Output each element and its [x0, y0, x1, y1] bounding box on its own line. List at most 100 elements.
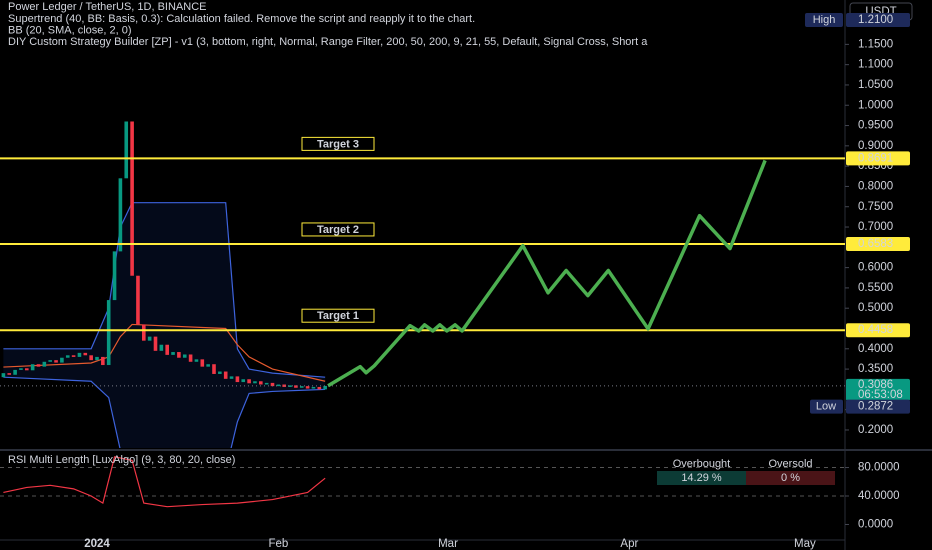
- candle-body: [19, 368, 23, 370]
- high-price: 1.2100: [858, 14, 893, 26]
- candle-body: [42, 361, 47, 367]
- candle-body: [71, 355, 76, 357]
- y-tick-label: 0.6000: [858, 262, 893, 274]
- low-label-box: [810, 399, 843, 414]
- target-label: Target 3: [317, 138, 359, 150]
- candle-body: [206, 364, 210, 367]
- last-price-tag: [846, 378, 910, 401]
- candle-body: [182, 354, 187, 358]
- rsi-line: [3, 456, 326, 508]
- candle-body: [106, 300, 111, 366]
- candle-body: [48, 360, 52, 362]
- band-line: [3, 202, 326, 378]
- target-price-tag: [846, 151, 910, 166]
- candle-body: [65, 355, 70, 358]
- candle-body: [141, 324, 146, 341]
- candle-body: [153, 336, 158, 351]
- high-tag: [846, 13, 910, 28]
- candle-body: [95, 356, 99, 361]
- target-price-tag: [846, 323, 910, 338]
- y-tick-label: 0.7500: [858, 201, 893, 213]
- low-tag: [846, 399, 910, 414]
- candle-body: [24, 368, 29, 371]
- table-value: 0 %: [781, 472, 800, 484]
- rsi-pane: [0, 456, 845, 508]
- y-tick-label: 0.5000: [858, 302, 893, 314]
- x-tick-label: Feb: [268, 538, 288, 550]
- candle-body: [124, 121, 129, 179]
- candle-body: [159, 344, 164, 351]
- table-header: Overbought: [673, 458, 730, 470]
- candle-body: [60, 357, 64, 363]
- candle-body: [241, 379, 246, 383]
- candle-body: [177, 352, 181, 358]
- candle-body: [194, 359, 199, 362]
- y-tick-label: 0.5500: [858, 282, 893, 294]
- indicator-legend: DIY Custom Strategy Builder [ZP] - v1 (3…: [8, 36, 648, 48]
- y-tick-label: 0.2000: [858, 424, 893, 436]
- rsi-y-tick-label: 0.0000: [858, 519, 893, 531]
- candle-body: [188, 354, 193, 362]
- x-tick-label: May: [794, 538, 816, 550]
- candle-body: [270, 382, 275, 387]
- candle-body: [54, 360, 58, 363]
- rsi-y-tick-label: 80.0000: [858, 462, 900, 474]
- symbol-title: Power Ledger / TetherUS, 1D, BINANCE: [8, 1, 207, 13]
- high-label: High: [813, 14, 836, 26]
- target-label-box: [301, 222, 375, 237]
- candle-body: [299, 386, 304, 388]
- candle-body: [101, 356, 105, 366]
- candle-body: [118, 178, 123, 252]
- candle-body: [264, 382, 269, 385]
- candle-body: [200, 359, 205, 367]
- candle-body: [317, 386, 322, 390]
- table-value: 14.29 %: [681, 472, 722, 484]
- candle-body: [30, 364, 35, 371]
- candle-body: [212, 364, 216, 374]
- y-tick-label: 0.7000: [858, 221, 893, 233]
- target-price: 0.8691: [858, 152, 893, 164]
- rsi-title: RSI Multi Length [LuxAlgo] (9, 3, 80, 20…: [8, 454, 235, 466]
- table-cell: [657, 471, 746, 485]
- y-tick-label: 1.1000: [858, 59, 893, 71]
- price-pane: Target 3 Target 2 Target 1: [0, 121, 845, 448]
- band-line: [3, 323, 326, 382]
- overlay: Power Ledger / TetherUS, 1D, BINANCESupe…: [8, 1, 913, 550]
- countdown: 06:53:08: [858, 389, 903, 401]
- candle-body: [218, 371, 222, 374]
- target-label: Target 1: [317, 310, 359, 322]
- band-line: [3, 376, 326, 448]
- candle-body: [1, 373, 6, 378]
- target-label-box: [301, 308, 375, 323]
- target-price-tag: [846, 236, 910, 251]
- candle-body: [13, 369, 17, 375]
- target-price: 0.4458: [858, 324, 893, 336]
- target-label-box: [301, 136, 375, 151]
- candle-body: [36, 364, 41, 367]
- candle-body: [305, 386, 310, 389]
- y-tick-label: 0.9000: [858, 140, 893, 152]
- x-tick-label: Apr: [620, 538, 638, 550]
- candle-body: [83, 352, 88, 356]
- candle-body: [247, 379, 251, 384]
- y-tick-label: 0.3500: [858, 363, 893, 375]
- candle-body: [229, 376, 234, 379]
- candle-body: [259, 381, 263, 385]
- y-tick-label: 0.9500: [858, 120, 893, 132]
- low-price: 0.2872: [858, 401, 893, 413]
- candle-body: [136, 275, 140, 325]
- candle-body: [294, 385, 298, 388]
- target-label: Target 2: [317, 224, 359, 236]
- candle-body: [235, 376, 240, 383]
- y-tick-label: 0.8000: [858, 180, 893, 192]
- candle-body: [311, 386, 316, 389]
- candle-body: [323, 385, 327, 390]
- table-cell: [746, 471, 835, 485]
- indicator-legend: BB (20, SMA, close, 2, 0): [8, 24, 132, 36]
- y-tick-label: 1.0000: [858, 99, 893, 111]
- last-price: 0.3086: [858, 379, 893, 391]
- y-tick-label: 0.4000: [858, 343, 893, 355]
